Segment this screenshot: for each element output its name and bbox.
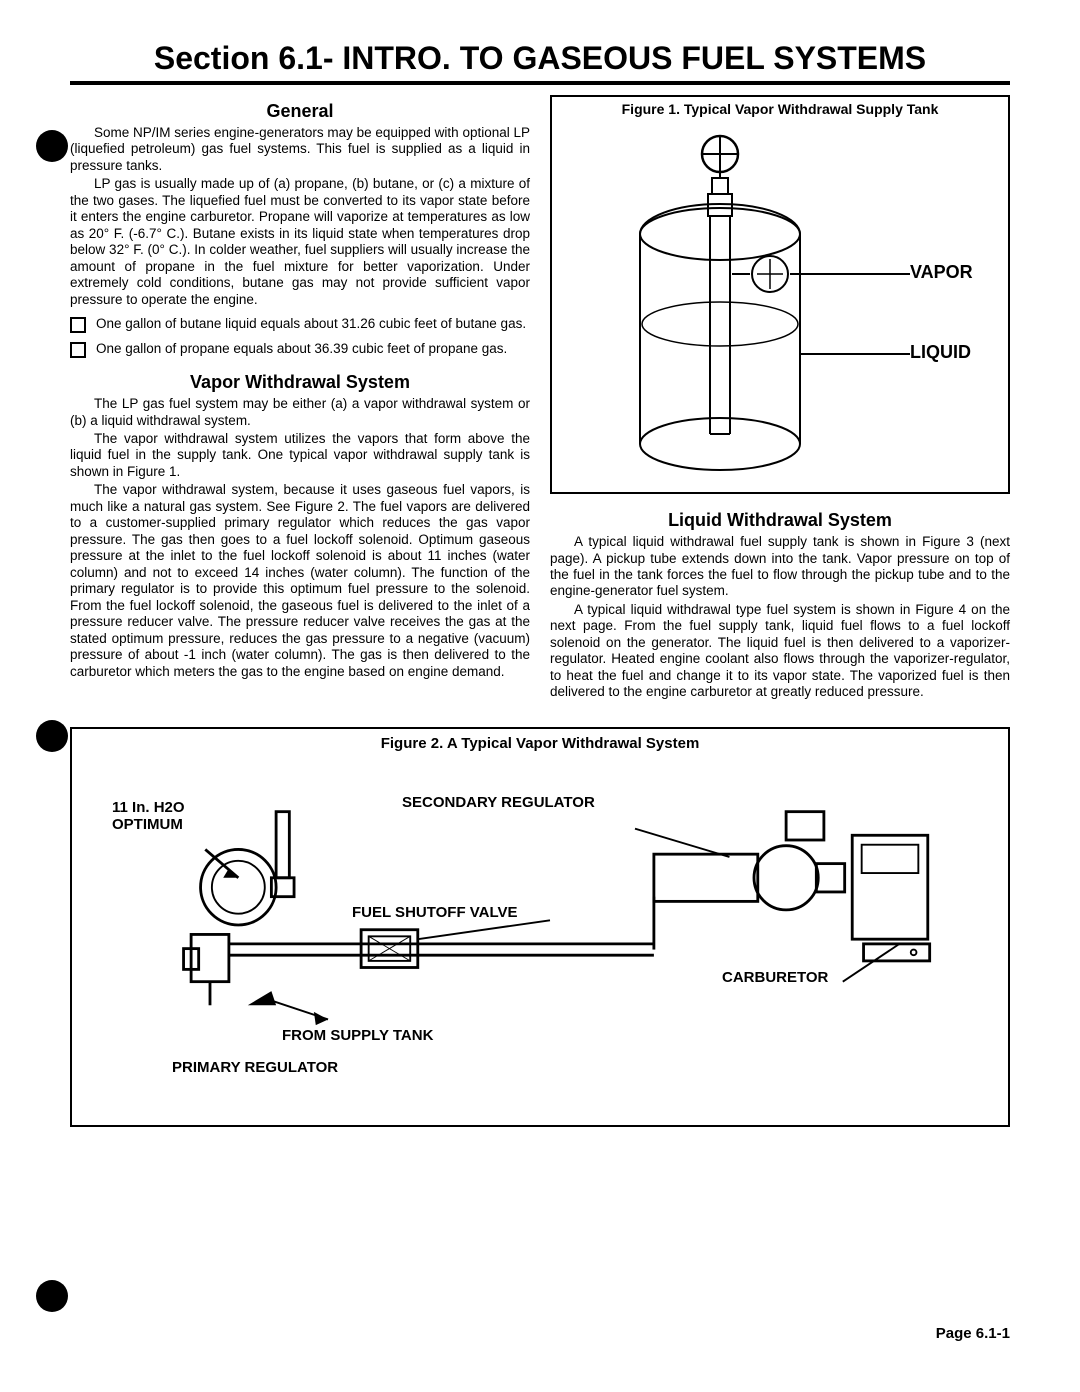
bullet-butane-text: One gallon of butane liquid equals about…: [96, 316, 530, 332]
bullet-propane-text: One gallon of propane equals about 36.39…: [96, 341, 530, 357]
section-title: Section 6.1- INTRO. TO GASEOUS FUEL SYST…: [70, 40, 1010, 85]
figure2-box: Figure 2. A Typical Vapor Withdrawal Sys…: [70, 727, 1010, 1127]
two-column-layout: General Some NP/IM series engine-generat…: [70, 95, 1010, 703]
liquid-p2: A typical liquid withdrawal type fuel sy…: [550, 602, 1010, 701]
label-secondary-regulator: SECONDARY REGULATOR: [402, 794, 595, 811]
liquid-p1: A typical liquid withdrawal fuel supply …: [550, 534, 1010, 600]
figure2-caption: Figure 2. A Typical Vapor Withdrawal Sys…: [84, 735, 996, 752]
vapor-p2: The vapor withdrawal system utilizes the…: [70, 431, 530, 480]
label-primary-regulator: PRIMARY REGULATOR: [172, 1059, 338, 1076]
label-carburetor: CARBURETOR: [722, 969, 828, 986]
general-p2: LP gas is usually made up of (a) propane…: [70, 176, 530, 308]
label-optimum: 11 In. H2O OPTIMUM: [112, 799, 212, 833]
liquid-label: LIQUID: [910, 342, 971, 364]
right-column: Figure 1. Typical Vapor Withdrawal Suppl…: [550, 95, 1010, 703]
liquid-heading: Liquid Withdrawal System: [550, 510, 1010, 532]
left-column: General Some NP/IM series engine-generat…: [70, 95, 530, 703]
general-heading: General: [70, 101, 530, 123]
bullet-butane: One gallon of butane liquid equals about…: [70, 316, 530, 333]
checkbox-icon: [70, 317, 86, 333]
vapor-label: VAPOR: [910, 262, 973, 284]
label-fuel-shutoff: FUEL SHUTOFF VALVE: [352, 904, 518, 921]
vapor-p3: The vapor withdrawal system, because it …: [70, 482, 530, 680]
bullet-propane: One gallon of propane equals about 36.39…: [70, 341, 530, 358]
figure1-box: Figure 1. Typical Vapor Withdrawal Suppl…: [550, 95, 1010, 494]
figure1-caption: Figure 1. Typical Vapor Withdrawal Suppl…: [560, 101, 1000, 118]
tank-diagram: VAPOR LIQUID: [560, 124, 1000, 484]
label-from-supply: FROM SUPPLY TANK: [282, 1027, 433, 1044]
page-number: Page 6.1-1: [936, 1325, 1010, 1342]
checkbox-icon: [70, 342, 86, 358]
general-p1: Some NP/IM series engine-generators may …: [70, 125, 530, 174]
vapor-p1: The LP gas fuel system may be either (a)…: [70, 396, 530, 429]
vapor-heading: Vapor Withdrawal System: [70, 372, 530, 394]
